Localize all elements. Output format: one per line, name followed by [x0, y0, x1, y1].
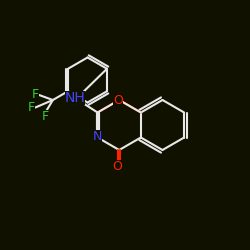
- Text: F: F: [42, 110, 49, 123]
- Text: N: N: [93, 130, 102, 143]
- Text: O: O: [112, 160, 122, 173]
- Text: F: F: [32, 88, 39, 102]
- Text: F: F: [28, 101, 35, 114]
- Text: O: O: [113, 94, 123, 106]
- Text: NH: NH: [65, 90, 86, 104]
